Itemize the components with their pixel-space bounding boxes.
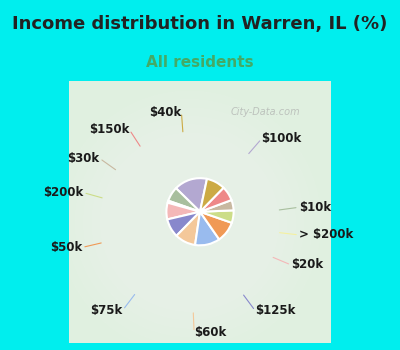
Wedge shape xyxy=(168,201,200,212)
Wedge shape xyxy=(166,203,200,219)
Wedge shape xyxy=(176,178,207,212)
Text: $75k: $75k xyxy=(90,303,123,316)
Text: > $200k: > $200k xyxy=(299,229,353,241)
Text: $50k: $50k xyxy=(50,241,82,254)
Bar xyxy=(69,80,331,343)
Text: $30k: $30k xyxy=(68,152,100,165)
Text: All residents: All residents xyxy=(146,55,254,70)
Wedge shape xyxy=(200,179,224,212)
Text: City-Data.com: City-Data.com xyxy=(231,107,300,117)
Text: $150k: $150k xyxy=(89,123,130,136)
Wedge shape xyxy=(195,212,219,245)
Wedge shape xyxy=(167,212,200,236)
Wedge shape xyxy=(168,188,200,212)
Wedge shape xyxy=(200,212,232,239)
Wedge shape xyxy=(176,212,200,245)
Text: $100k: $100k xyxy=(262,132,302,145)
Text: $60k: $60k xyxy=(194,326,226,339)
Text: $20k: $20k xyxy=(291,258,323,272)
Text: $10k: $10k xyxy=(299,201,331,214)
Wedge shape xyxy=(200,210,234,223)
Text: $200k: $200k xyxy=(43,186,83,199)
Wedge shape xyxy=(200,200,234,212)
Text: $125k: $125k xyxy=(255,304,296,317)
Wedge shape xyxy=(200,188,232,212)
Text: Income distribution in Warren, IL (%): Income distribution in Warren, IL (%) xyxy=(12,15,388,33)
Text: $40k: $40k xyxy=(149,106,182,119)
